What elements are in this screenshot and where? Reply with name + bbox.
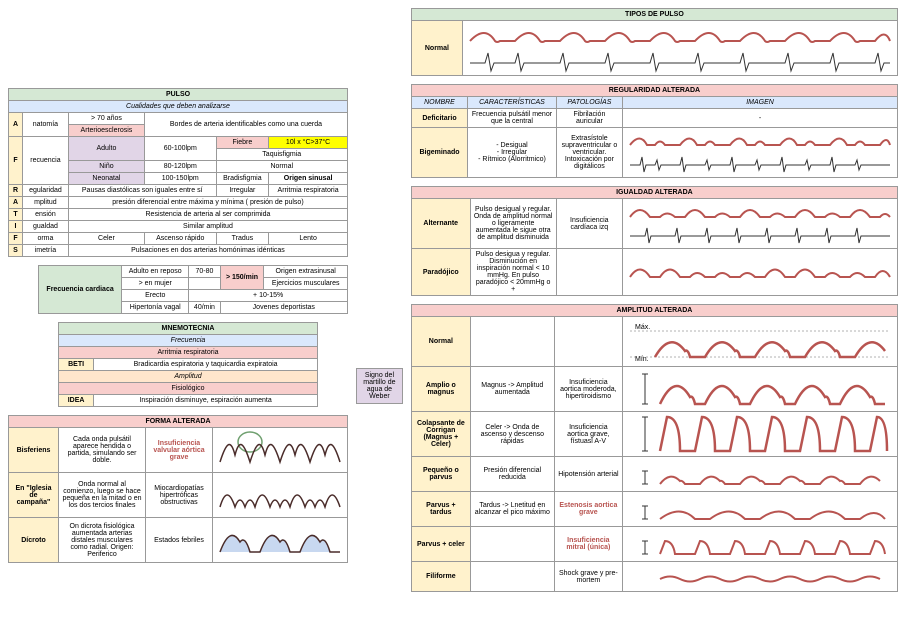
tipos-table: TIPOS DE PULSO Normal <box>411 8 898 76</box>
wave-iglesia <box>213 473 348 518</box>
right-column: TIPOS DE PULSO Normal REGULARIDAD ALTERA… <box>411 8 898 600</box>
wave-tipos-normal <box>463 21 898 76</box>
wave-bisferiens <box>213 428 348 473</box>
wave-tardus <box>623 492 898 527</box>
wave-deficit: - <box>623 109 898 128</box>
left-column: PULSO Cualidades que deben analizarse A … <box>8 8 348 571</box>
pulso-title: PULSO <box>9 89 348 101</box>
igual-alt-table: IGUALDAD ALTERADA Alternante Pulso desig… <box>411 186 898 296</box>
freq-card-table: Frecuencia cardiaca Adulto en reposo70-8… <box>38 265 348 314</box>
pulso-subtitle: Cualidades que deben analizarse <box>9 101 348 113</box>
wave-corrigan <box>623 412 898 457</box>
pulso-table: PULSO Cualidades que deben analizarse A … <box>8 88 348 257</box>
wave-pceler <box>623 527 898 562</box>
wave-magnus <box>623 367 898 412</box>
reg-alt-table: REGULARIDAD ALTERADA NOMBRE CARACTERÍSTI… <box>411 84 898 178</box>
wave-amp-normal: Máx. Mín. <box>623 317 898 367</box>
amp-alt-table: AMPLITUD ALTERADA Normal Máx. Mín. Ampli… <box>411 304 898 592</box>
mnemo-table: MNEMOTECNIA Frecuencia Arritmia respirat… <box>58 322 318 407</box>
forma-alt-table: FORMA ALTERADA Bisferiens Cada onda puls… <box>8 415 348 563</box>
weber-box: Signo del martillo de agua de Weber <box>356 8 403 404</box>
wave-parad <box>623 249 898 296</box>
wave-fili <box>623 562 898 592</box>
wave-dicroto <box>213 518 348 563</box>
svg-text:Máx.: Máx. <box>635 324 650 331</box>
wave-parvus <box>623 457 898 492</box>
wave-altern <box>623 199 898 249</box>
wave-bigem <box>623 128 898 178</box>
